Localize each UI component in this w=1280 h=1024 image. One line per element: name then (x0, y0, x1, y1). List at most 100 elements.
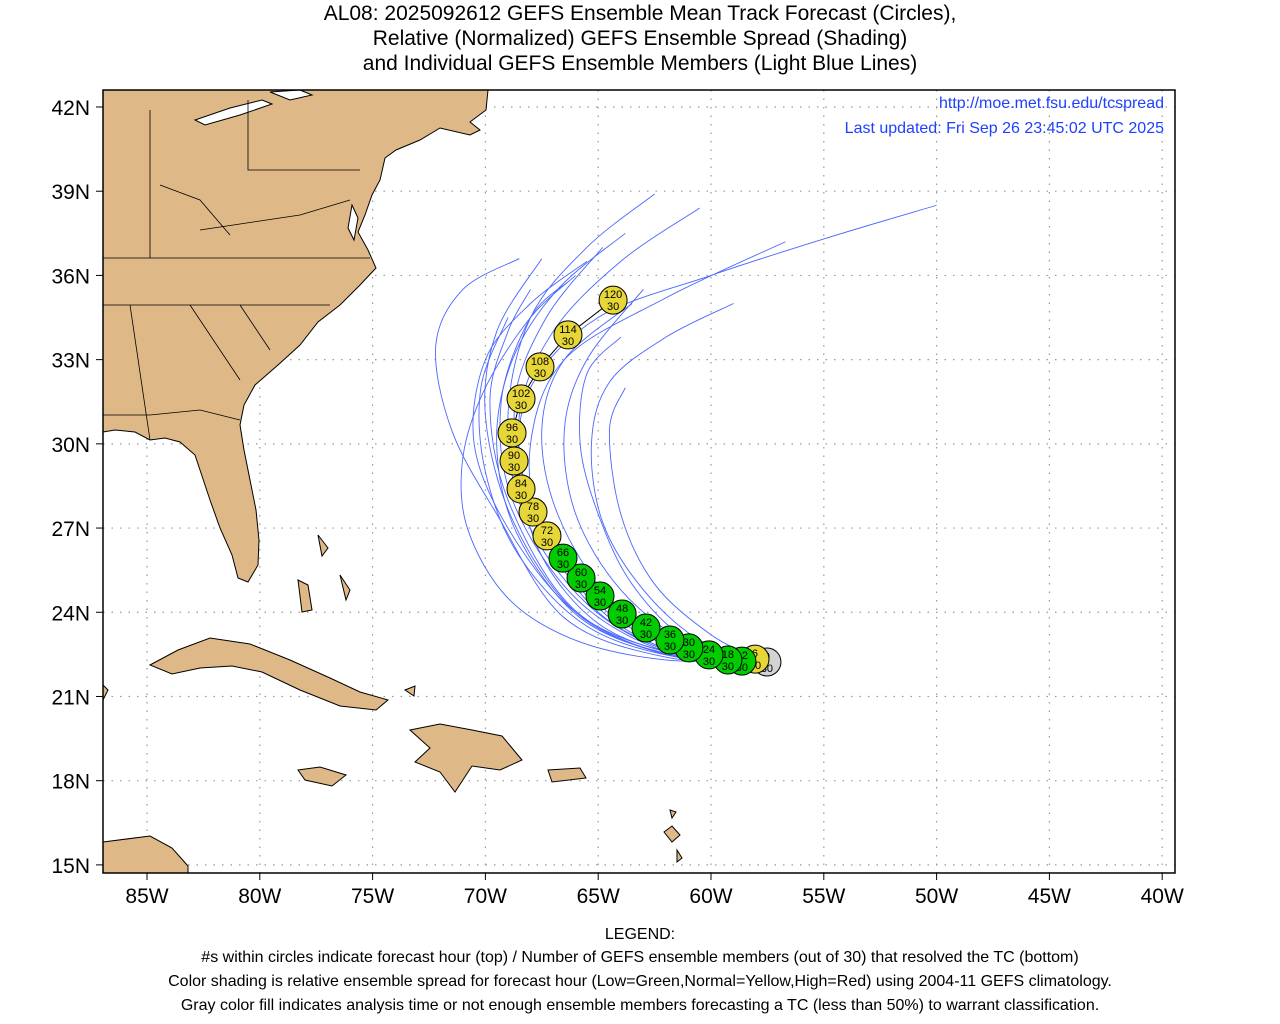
member-count-label: 30 (508, 462, 520, 474)
forecast-hour-label: 24 (703, 644, 715, 656)
landmasses (103, 90, 683, 873)
ensemble-member-line (608, 387, 761, 661)
lat-tick-label: 30N (51, 434, 90, 457)
lon-tick-label: 75W (351, 885, 394, 908)
forecast-circle (598, 285, 628, 315)
forecast-hour-label: 84 (515, 478, 527, 490)
ensemble-member-line (496, 232, 761, 661)
forecast-circle (655, 625, 685, 655)
member-count-label: 30 (664, 641, 676, 653)
lat-tick-label: 15N (51, 855, 90, 878)
lon-tick-label: 65W (577, 885, 620, 908)
forecast-circle (631, 613, 661, 643)
last-updated: Last updated: Fri Sep 26 23:45:02 UTC 20… (845, 120, 1164, 137)
lake-erie (193, 99, 274, 126)
ensemble-member-line (489, 289, 761, 661)
member-count-label: 30 (541, 537, 553, 549)
lat-tick-label: 36N (51, 265, 90, 288)
map-frame (102, 89, 1176, 874)
forecast-circle (518, 497, 548, 527)
forecast-circle (585, 581, 615, 611)
forecast-hour-label: 108 (531, 356, 549, 368)
bermuda-area-islands (403, 685, 683, 864)
forecast-circle (566, 563, 596, 593)
member-count-label: 30 (506, 434, 518, 446)
member-count-label: 30 (562, 336, 574, 348)
ensemble-member-line (460, 275, 761, 662)
lat-tick-label: 27N (51, 518, 90, 541)
forecast-circle (506, 474, 536, 504)
forecast-circle (548, 543, 578, 573)
map-title-line-1: AL08: 2025092612 GEFS Ensemble Mean Trac… (323, 2, 957, 25)
forecast-hour-label: 114 (559, 324, 577, 336)
forecast-hour-label: 42 (640, 617, 652, 629)
north-america-land (103, 90, 489, 583)
member-count-label: 30 (722, 661, 734, 673)
yucatan-coast (103, 684, 109, 701)
forecast-hour-label: 54 (594, 585, 606, 597)
forecast-hour-label: 36 (664, 629, 676, 641)
legend-line-1: #s within circles indicate forecast hour… (201, 949, 1079, 966)
lon-tick-label: 70W (464, 885, 507, 908)
forecast-hour-label: 18 (722, 649, 734, 661)
lat-tick-label: 39N (51, 181, 90, 204)
lon-tick-label: 60W (689, 885, 732, 908)
forecast-hour-label: 72 (541, 525, 553, 537)
chesapeake-bay (347, 203, 359, 242)
member-count-label: 30 (616, 615, 628, 627)
member-count-label: 30 (515, 400, 527, 412)
forecast-hour-label: 90 (508, 450, 520, 462)
lat-tick-label: 33N (51, 350, 90, 373)
cuba (148, 637, 390, 711)
forecast-circle (607, 599, 637, 629)
member-count-label: 30 (534, 368, 546, 380)
south-america-coast (103, 835, 189, 873)
forecast-hour-label: 120 (604, 289, 622, 301)
lon-tick-label: 80W (238, 885, 281, 908)
forecast-hour-label: 66 (557, 547, 569, 559)
member-count-label: 30 (575, 579, 587, 591)
lon-tick-label: 50W (915, 885, 958, 908)
forecast-circle (553, 320, 583, 350)
forecast-circle (525, 352, 555, 382)
bahamas-andros (297, 579, 313, 613)
puerto-rico (547, 767, 587, 783)
bahamas-abaco (317, 534, 329, 558)
axes-labels: 85W 80W 75W 70W 65W 60W 55W 50W 45W 40W 42N 39N 36N 3… (51, 97, 1183, 908)
lon-tick-label: 45W (1028, 885, 1071, 908)
forecast-hour-label: 60 (575, 567, 587, 579)
lat-tick-label: 42N (51, 97, 90, 120)
lon-tick-label: 40W (1141, 885, 1184, 908)
forecast-hour-label: 48 (616, 603, 628, 615)
forecast-circle (506, 384, 536, 414)
forecast-hour-label: 30 (683, 637, 695, 649)
forecast-circle (497, 418, 527, 448)
legend-heading: LEGEND: (604, 926, 676, 943)
forecast-circle (532, 521, 562, 551)
bahamas-eleuthera (339, 574, 351, 602)
state-borders (103, 100, 370, 441)
ensemble-mean-track: 0306307230783084309030963010230108301143… (497, 285, 782, 677)
lat-tick-label: 21N (51, 686, 90, 709)
ensemble-member-line (435, 258, 761, 662)
hispaniola (408, 723, 523, 793)
legend-line-2: Color shading is relative ensemble sprea… (168, 973, 1112, 990)
member-count-label: 30 (594, 597, 606, 609)
legend-line-3: Gray color fill indicates analysis time … (180, 997, 1100, 1014)
map-title-line-3: and Individual GEFS Ensemble Members (Li… (362, 52, 918, 75)
website-link[interactable]: http://moe.met.fsu.edu/tcspread (939, 95, 1164, 112)
forecast-hour-label: 6 (752, 648, 758, 660)
member-count-label: 30 (527, 513, 539, 525)
